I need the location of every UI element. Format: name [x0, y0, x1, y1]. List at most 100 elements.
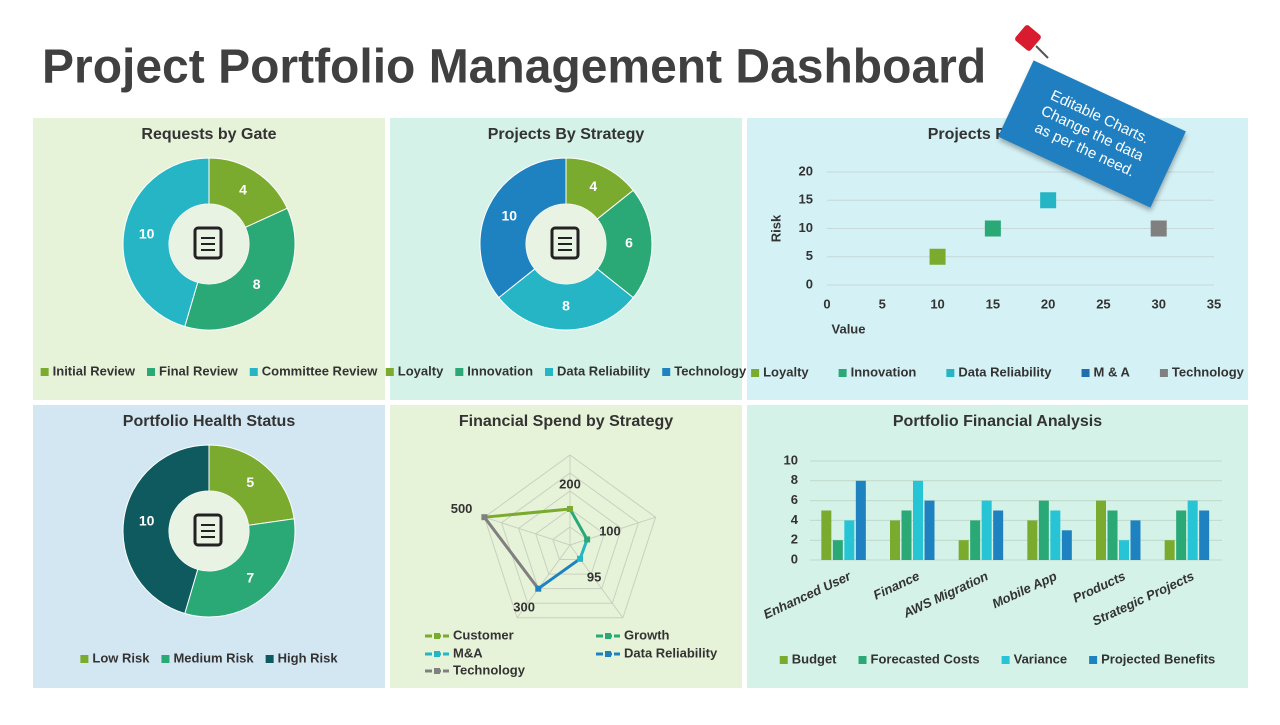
pin-head — [1015, 25, 1041, 51]
legend-label: Growth — [624, 627, 670, 642]
page-title: Project Portfolio Management Dashboard — [42, 41, 986, 94]
pin — [1015, 25, 1049, 59]
bar — [1038, 500, 1049, 560]
y-tick-label: 5 — [806, 248, 813, 263]
chart-title: Financial Spend by Strategy — [459, 413, 673, 430]
legend-label: Committee Review — [262, 363, 378, 378]
radar-segment — [568, 508, 589, 541]
x-tick-label: 20 — [1041, 296, 1055, 311]
bar — [832, 540, 843, 560]
chart-title: Portfolio Financial Analysis — [893, 413, 1102, 430]
legend-marker — [80, 655, 89, 663]
legend-marker — [40, 368, 49, 376]
icon — [193, 513, 223, 547]
value-label: 8 — [562, 298, 570, 314]
y-tick-label: 10 — [784, 452, 798, 467]
value-label: 6 — [625, 235, 633, 251]
value-label: 95 — [587, 570, 601, 585]
legend-marker — [946, 369, 955, 377]
legend-label: Budget — [792, 651, 837, 666]
bar — [924, 500, 935, 560]
legend-label: Technology — [453, 662, 526, 677]
radar-segment — [578, 538, 589, 560]
legend-label: Technology — [674, 363, 747, 378]
bar — [970, 520, 981, 560]
bar — [1187, 500, 1198, 560]
x-tick-label: 10 — [930, 296, 944, 311]
value-label: 10 — [139, 513, 155, 529]
legend-label: M&A — [453, 645, 483, 660]
pin-needle — [1035, 45, 1049, 59]
value-label: 4 — [239, 182, 247, 198]
legend-marker — [838, 369, 847, 377]
legend-label: Loyalty — [398, 363, 444, 378]
scatter-point — [984, 220, 1001, 237]
radar-point — [567, 506, 573, 512]
legend-marker — [434, 651, 440, 657]
bar — [1050, 510, 1061, 560]
y-tick-label: 6 — [791, 492, 798, 507]
y-tick-label: 10 — [799, 220, 813, 235]
legend-marker — [545, 368, 554, 376]
y-tick-label: 2 — [791, 532, 798, 547]
legend-label: Forecasted Costs — [871, 651, 980, 666]
radar-ring — [518, 490, 622, 590]
radar-point — [481, 514, 488, 521]
icon — [193, 226, 223, 260]
chart-title: Portfolio Health Status — [123, 413, 296, 430]
bar — [981, 500, 992, 560]
bar — [958, 540, 969, 560]
value-label: 7 — [246, 569, 254, 585]
legend-label: Data Reliability — [557, 363, 651, 378]
bar — [1130, 520, 1141, 560]
radar-point — [535, 585, 542, 592]
radar-segment — [484, 507, 571, 519]
x-tick-label: 30 — [1151, 296, 1165, 311]
radar-spoke — [516, 544, 571, 619]
radar-point — [584, 536, 591, 543]
bar — [993, 510, 1004, 560]
panel — [390, 405, 742, 688]
bar — [1199, 510, 1210, 560]
legend-label: Low Risk — [92, 650, 150, 665]
legend-label: Medium Risk — [173, 650, 254, 665]
chart-title: Requests by Gate — [141, 126, 276, 143]
legend-marker — [249, 368, 258, 376]
value-label: 10 — [501, 207, 517, 223]
legend-marker — [455, 368, 464, 376]
legend-marker — [1089, 656, 1098, 664]
legend-marker — [434, 633, 440, 639]
value-label: 200 — [559, 476, 581, 491]
legend-marker — [858, 656, 867, 664]
legend-marker — [751, 369, 760, 377]
x-axis-label: Value — [832, 321, 866, 336]
value-label: 5 — [246, 474, 254, 490]
y-tick-label: 15 — [799, 192, 813, 207]
donut-slice — [122, 157, 210, 328]
legend-label: Data Reliability — [958, 364, 1052, 379]
value-label: 500 — [451, 501, 473, 516]
scatter-point — [929, 248, 946, 265]
y-tick-label: 20 — [799, 163, 813, 178]
x-tick-label: 5 — [879, 296, 886, 311]
panel — [747, 118, 1248, 400]
legend-label: Loyalty — [763, 364, 809, 379]
radar-ring — [535, 508, 605, 575]
bar — [1164, 540, 1175, 560]
bar — [890, 520, 900, 560]
radar-spoke — [484, 516, 571, 546]
x-tick-label: 35 — [1207, 296, 1221, 311]
legend-label: Innovation — [467, 363, 533, 378]
value-label: 4 — [589, 178, 597, 194]
bar — [821, 510, 832, 560]
legend-label: High Risk — [278, 650, 339, 665]
legend-marker — [605, 633, 611, 639]
chart-title: Projects By Strategy — [488, 126, 645, 143]
bar — [1096, 500, 1106, 560]
radar-ring — [483, 454, 657, 619]
legend-label: Innovation — [851, 364, 917, 379]
bar — [1119, 540, 1129, 560]
bar — [913, 480, 923, 560]
bar — [855, 480, 866, 560]
